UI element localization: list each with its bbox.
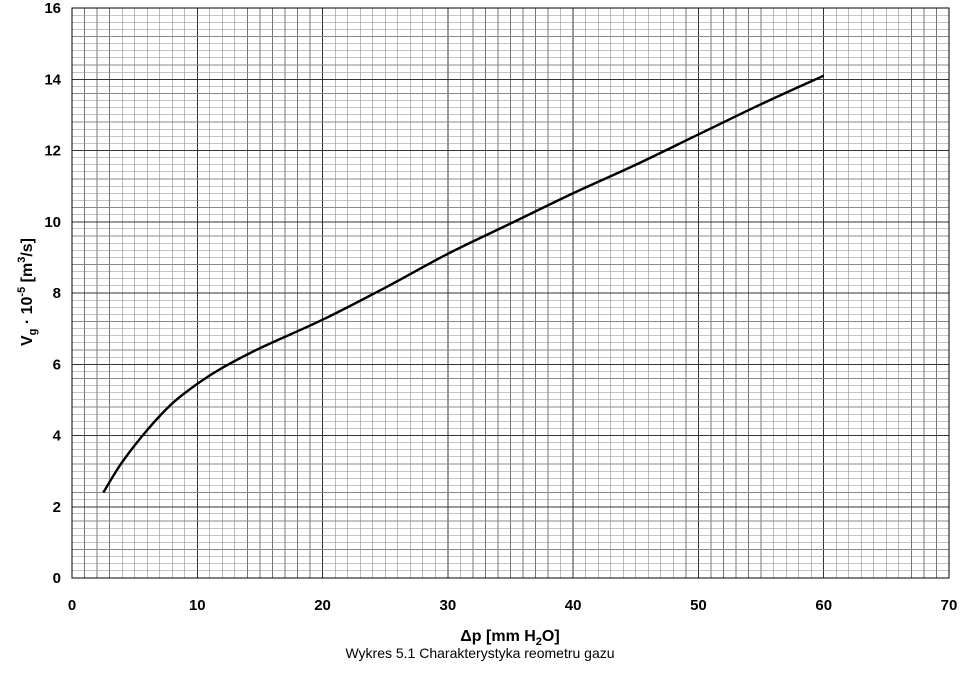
x-tick-label: 20: [314, 597, 331, 614]
figure-caption: Wykres 5.1 Charakterystyka reometru gazu: [345, 645, 615, 661]
y-tick-label: 4: [53, 428, 62, 445]
y-tick-label: 2: [53, 499, 61, 516]
plot-area: [71, 7, 950, 579]
series-line: [102, 74, 825, 494]
x-tick-label: 10: [189, 597, 206, 614]
x-tick-label: 50: [690, 597, 707, 614]
y-tick-label: 12: [44, 143, 61, 160]
y-axis-label: Vg · 10-5 [m3/s]: [16, 238, 39, 346]
y-tick-label: 6: [53, 356, 61, 373]
y-tick-label: 14: [44, 71, 61, 88]
y-axis-ticks: 0 2 4 6 8 10 12 14 16: [44, 0, 61, 587]
y-tick-label: 8: [53, 285, 61, 302]
x-tick-label: 70: [941, 597, 958, 614]
y-tick-label: 10: [44, 214, 61, 231]
x-axis-ticks: 0 10 20 30 40 50 60 70: [68, 597, 958, 614]
x-tick-label: 0: [68, 597, 76, 614]
y-tick-label: 0: [53, 570, 61, 587]
x-tick-label: 40: [565, 597, 582, 614]
y-tick-label: 16: [44, 0, 61, 17]
x-axis-label: Δp [mm H2O]: [460, 628, 559, 648]
x-tick-label: 60: [815, 597, 832, 614]
x-tick-label: 30: [440, 597, 457, 614]
grid: [71, 7, 950, 579]
